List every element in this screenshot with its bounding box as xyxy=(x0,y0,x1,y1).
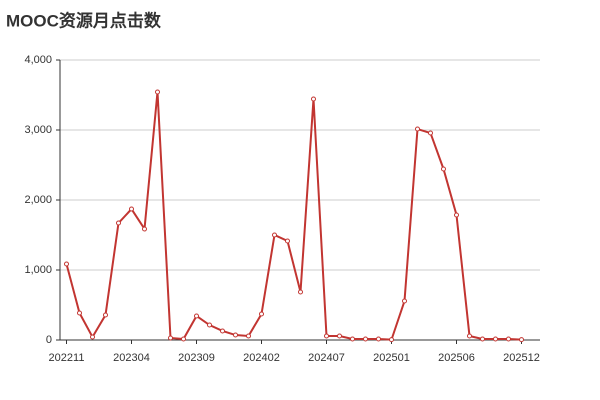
data-point xyxy=(311,96,316,102)
chart-title: MOOC资源月点击数 xyxy=(6,10,162,30)
x-tick-label: 202304 xyxy=(113,352,150,364)
data-point xyxy=(259,311,264,317)
y-tick-label: 4,000 xyxy=(24,54,52,66)
data-point xyxy=(454,212,459,218)
data-point xyxy=(90,334,95,340)
data-point xyxy=(285,238,290,244)
data-point xyxy=(298,289,303,295)
data-point xyxy=(168,335,173,341)
data-point xyxy=(493,336,498,342)
data-point xyxy=(142,226,147,232)
data-point xyxy=(64,261,69,267)
data-point xyxy=(350,336,355,342)
y-tick-label: 1,000 xyxy=(24,264,52,276)
x-tick-label: 202506 xyxy=(438,352,475,364)
data-point xyxy=(389,337,394,343)
data-point xyxy=(233,332,238,338)
x-tick-label: 202211 xyxy=(49,352,85,364)
y-tick-label: 3,000 xyxy=(24,124,52,136)
data-point xyxy=(402,298,407,304)
data-point xyxy=(103,312,108,318)
data-point xyxy=(116,220,121,226)
y-tick-label: 0 xyxy=(46,334,52,346)
data-point xyxy=(363,336,368,342)
data-point xyxy=(181,336,186,342)
x-tick-label: 202501 xyxy=(373,352,410,364)
y-tick-label: 2,000 xyxy=(24,194,52,206)
data-point xyxy=(441,166,446,172)
data-point xyxy=(415,126,420,132)
x-tick-label: 202309 xyxy=(178,352,215,364)
data-point xyxy=(337,333,342,339)
series-line xyxy=(65,91,522,341)
data-point xyxy=(220,328,225,334)
data-point xyxy=(376,336,381,342)
data-point xyxy=(207,322,212,328)
data-point xyxy=(194,313,199,319)
data-point xyxy=(324,333,329,339)
x-tick-label: 202407 xyxy=(308,352,345,364)
data-point xyxy=(77,310,82,316)
data-point xyxy=(480,336,485,342)
data-point xyxy=(428,130,433,136)
data-point xyxy=(155,89,160,95)
data-point xyxy=(519,337,524,343)
data-point xyxy=(272,232,277,238)
x-tick-label: 202512 xyxy=(503,352,540,364)
data-point xyxy=(129,206,134,212)
data-point xyxy=(467,333,472,339)
x-tick-label: 202402 xyxy=(243,352,280,364)
data-point xyxy=(246,333,251,339)
data-point xyxy=(506,336,511,342)
